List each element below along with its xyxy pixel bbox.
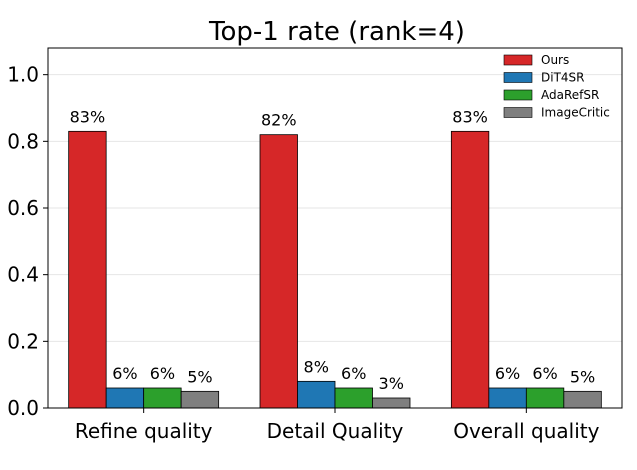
bar-ours — [259, 134, 298, 409]
y-tick-label: 0.4 — [7, 263, 39, 287]
bar-adarefsr — [143, 387, 182, 409]
legend: Ours DiT4SR AdaRefSR ImageCritic — [503, 53, 610, 120]
data-label: 6% — [495, 364, 520, 383]
legend-swatch — [503, 107, 533, 118]
bar-dit4sr — [105, 387, 145, 409]
bar-ours — [68, 130, 107, 409]
data-label: 5% — [187, 367, 212, 386]
data-label: 3% — [379, 374, 404, 393]
legend-label: DiT4SR — [541, 71, 585, 85]
y-tick-label: 0.8 — [7, 129, 39, 153]
legend-label: Ours — [541, 53, 569, 67]
bar-imagecritic — [180, 390, 220, 409]
bars — [68, 130, 602, 409]
bar-adarefsr — [525, 387, 565, 409]
data-label: 6% — [112, 364, 137, 383]
legend-swatch — [503, 89, 533, 101]
data-label: 5% — [570, 367, 595, 386]
plot-frame — [47, 47, 623, 409]
x-tick-label: Refine quality — [75, 419, 213, 443]
data-label: 83% — [70, 107, 106, 126]
grid-lines — [48, 74, 622, 409]
legend-label: AdaRefSR — [541, 88, 599, 102]
data-label: 83% — [452, 107, 488, 126]
y-tick-label: 0.6 — [7, 196, 39, 220]
bar-ours — [450, 130, 490, 409]
axes: 0.0 0.2 0.4 0.6 0.8 1.0 Refine quality Detail Q… — [7, 47, 623, 443]
chart-title: Top-1 rate (rank=4) — [208, 17, 465, 47]
data-label: 6% — [150, 364, 175, 383]
y-tick-label: 0.2 — [7, 329, 39, 353]
data-label: 6% — [532, 364, 557, 383]
legend-swatch — [503, 54, 533, 66]
y-tick-label: 1.0 — [7, 63, 39, 87]
bar-dit4sr — [488, 387, 527, 409]
bar-imagecritic — [563, 390, 602, 409]
y-tick-label: 0.0 — [7, 396, 39, 420]
bar-dit4sr — [297, 380, 336, 409]
data-labels: 83% 6% 6% 5% 82% 8% 6% 3% 83% 6% 6% 5% — [70, 107, 596, 393]
bar-adarefsr — [334, 387, 373, 409]
data-label: 8% — [304, 357, 329, 376]
x-tick-label: Detail Quality — [267, 419, 404, 443]
data-label: 6% — [341, 364, 366, 383]
x-tick-label: Overall quality — [453, 419, 599, 443]
data-label: 82% — [261, 111, 297, 130]
bar-imagecritic — [372, 397, 411, 409]
legend-swatch — [503, 72, 533, 83]
legend-label: ImageCritic — [541, 106, 610, 120]
